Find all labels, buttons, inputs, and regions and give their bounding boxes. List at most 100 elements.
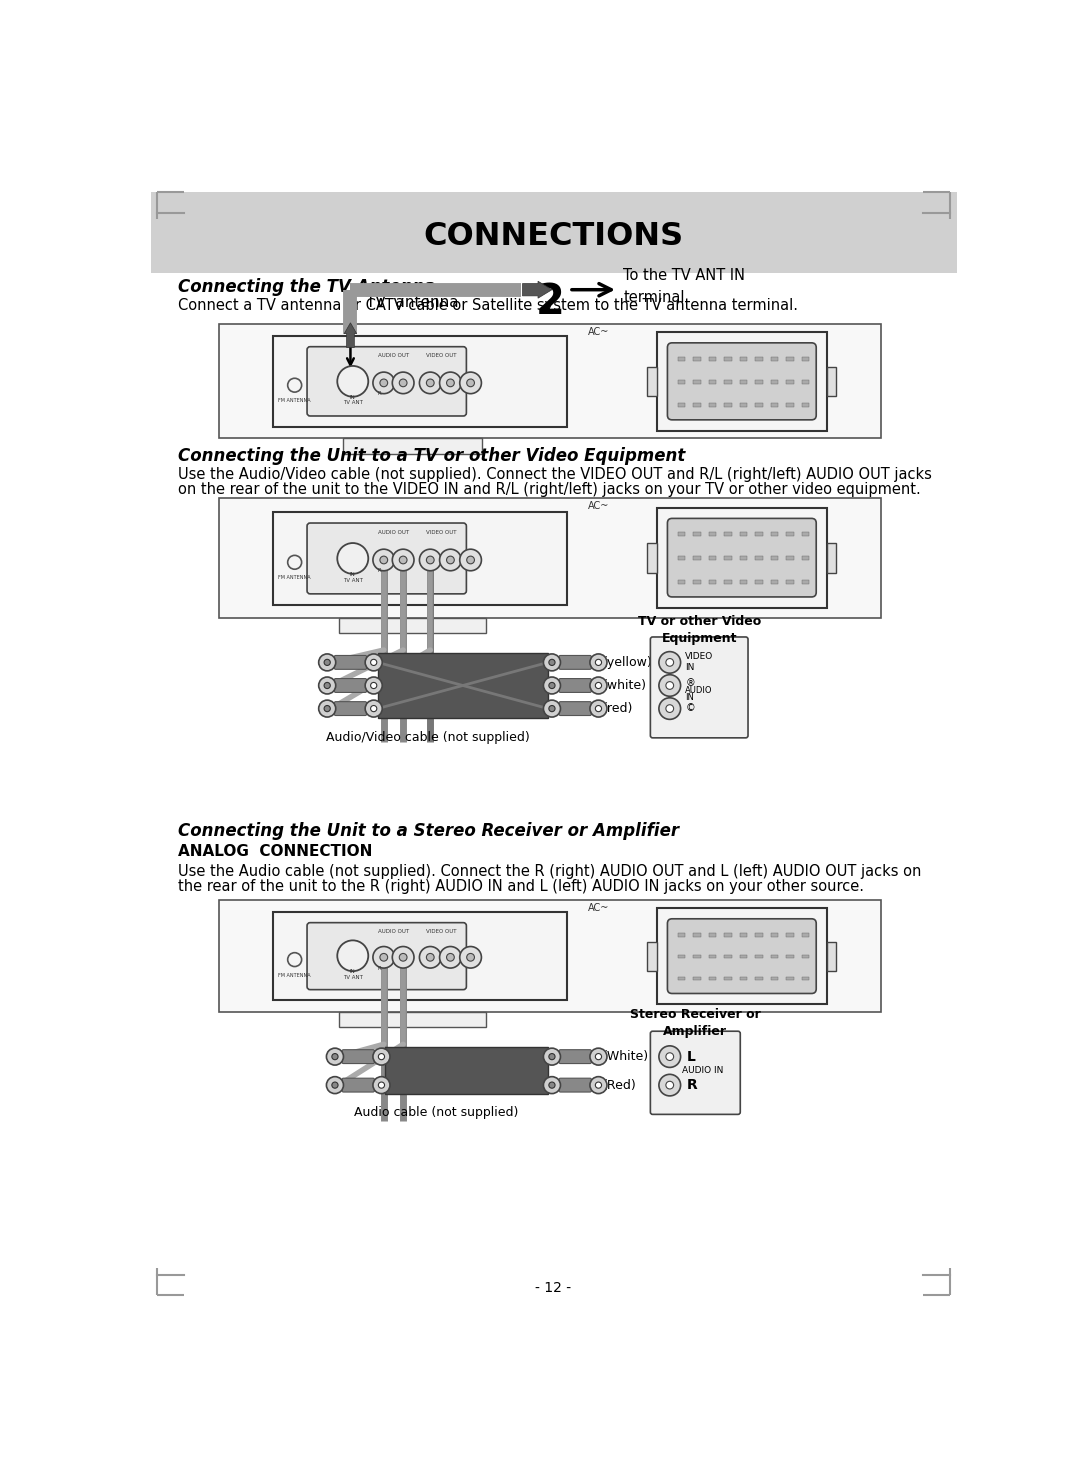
Circle shape xyxy=(380,953,388,961)
Bar xyxy=(786,403,794,407)
Circle shape xyxy=(324,706,330,712)
Circle shape xyxy=(287,953,301,966)
Circle shape xyxy=(659,1046,680,1068)
Bar xyxy=(339,1012,486,1027)
Text: Audio/Video cable (not supplied): Audio/Video cable (not supplied) xyxy=(326,731,530,744)
Circle shape xyxy=(400,556,407,563)
Bar xyxy=(740,977,747,980)
Polygon shape xyxy=(386,1047,548,1094)
Circle shape xyxy=(590,1077,607,1093)
Circle shape xyxy=(337,940,368,971)
Text: AUDIO OUT: AUDIO OUT xyxy=(378,930,408,934)
Bar xyxy=(647,366,657,396)
Bar xyxy=(786,556,794,560)
Text: (Red): (Red) xyxy=(603,1078,637,1091)
Text: TV or other Video
Equipment: TV or other Video Equipment xyxy=(637,615,760,646)
Text: TV ANT: TV ANT xyxy=(342,578,363,583)
FancyBboxPatch shape xyxy=(559,678,592,693)
Circle shape xyxy=(392,946,414,968)
FancyBboxPatch shape xyxy=(559,1078,592,1091)
Bar xyxy=(708,356,716,360)
FancyBboxPatch shape xyxy=(650,637,748,738)
Bar xyxy=(708,977,716,980)
Circle shape xyxy=(595,683,602,688)
Bar xyxy=(708,403,716,407)
Circle shape xyxy=(319,655,336,671)
Circle shape xyxy=(332,1053,338,1059)
Circle shape xyxy=(659,697,680,719)
Bar xyxy=(150,191,957,272)
Bar xyxy=(708,955,716,959)
Circle shape xyxy=(543,677,561,694)
Bar xyxy=(724,580,732,584)
Bar xyxy=(218,499,881,618)
FancyBboxPatch shape xyxy=(559,1050,592,1064)
Bar xyxy=(708,580,716,584)
Bar xyxy=(770,955,779,959)
Circle shape xyxy=(666,659,674,666)
Text: Connect a TV antenna or CATV cable or Satellite system to the TV antenna termina: Connect a TV antenna or CATV cable or Sa… xyxy=(177,297,798,313)
Bar xyxy=(755,380,762,384)
Circle shape xyxy=(400,953,407,961)
Circle shape xyxy=(337,543,368,574)
Bar xyxy=(801,533,809,535)
Bar xyxy=(755,977,762,980)
Bar xyxy=(342,438,482,453)
Circle shape xyxy=(373,372,394,394)
Circle shape xyxy=(467,556,474,563)
Bar xyxy=(273,512,567,605)
FancyBboxPatch shape xyxy=(650,1031,740,1115)
Circle shape xyxy=(370,683,377,688)
FancyBboxPatch shape xyxy=(307,524,467,594)
Text: AUDIO OUT: AUDIO OUT xyxy=(378,353,408,359)
Circle shape xyxy=(400,380,407,387)
Text: AUDIO OUT: AUDIO OUT xyxy=(378,530,408,535)
Bar xyxy=(677,955,685,959)
Bar xyxy=(657,332,827,431)
Circle shape xyxy=(373,946,394,968)
Bar xyxy=(755,356,762,360)
Bar xyxy=(801,403,809,407)
Bar xyxy=(827,543,836,572)
Circle shape xyxy=(595,659,602,665)
Circle shape xyxy=(419,946,441,968)
Text: VIDEO OUT: VIDEO OUT xyxy=(426,530,457,535)
Circle shape xyxy=(549,659,555,665)
Circle shape xyxy=(666,1081,674,1089)
Text: Connecting the Unit to a Stereo Receiver or Amplifier: Connecting the Unit to a Stereo Receiver… xyxy=(177,822,678,840)
Circle shape xyxy=(365,677,382,694)
Circle shape xyxy=(543,1077,561,1093)
Bar xyxy=(786,533,794,535)
Bar xyxy=(677,380,685,384)
Bar xyxy=(647,941,657,971)
Circle shape xyxy=(590,1049,607,1065)
Bar xyxy=(677,356,685,360)
Circle shape xyxy=(365,700,382,716)
Bar xyxy=(657,507,827,608)
Bar xyxy=(786,380,794,384)
Circle shape xyxy=(380,556,388,563)
Bar xyxy=(724,955,732,959)
Circle shape xyxy=(467,953,474,961)
Circle shape xyxy=(595,1053,602,1059)
Circle shape xyxy=(378,1053,384,1059)
Bar xyxy=(801,556,809,560)
Text: (White): (White) xyxy=(603,1050,649,1064)
Text: TV  antenna: TV antenna xyxy=(366,294,459,309)
FancyBboxPatch shape xyxy=(342,1078,375,1091)
Circle shape xyxy=(324,659,330,665)
Bar xyxy=(693,380,701,384)
Circle shape xyxy=(595,706,602,712)
Circle shape xyxy=(392,549,414,571)
Bar xyxy=(708,556,716,560)
Circle shape xyxy=(373,1049,390,1065)
Circle shape xyxy=(427,556,434,563)
Circle shape xyxy=(380,380,388,387)
Circle shape xyxy=(440,372,461,394)
Bar xyxy=(827,941,836,971)
Bar xyxy=(647,543,657,572)
Text: Connecting the TV Antenna: Connecting the TV Antenna xyxy=(177,278,435,296)
Text: R: R xyxy=(687,1078,698,1091)
Bar xyxy=(693,356,701,360)
Bar xyxy=(801,955,809,959)
